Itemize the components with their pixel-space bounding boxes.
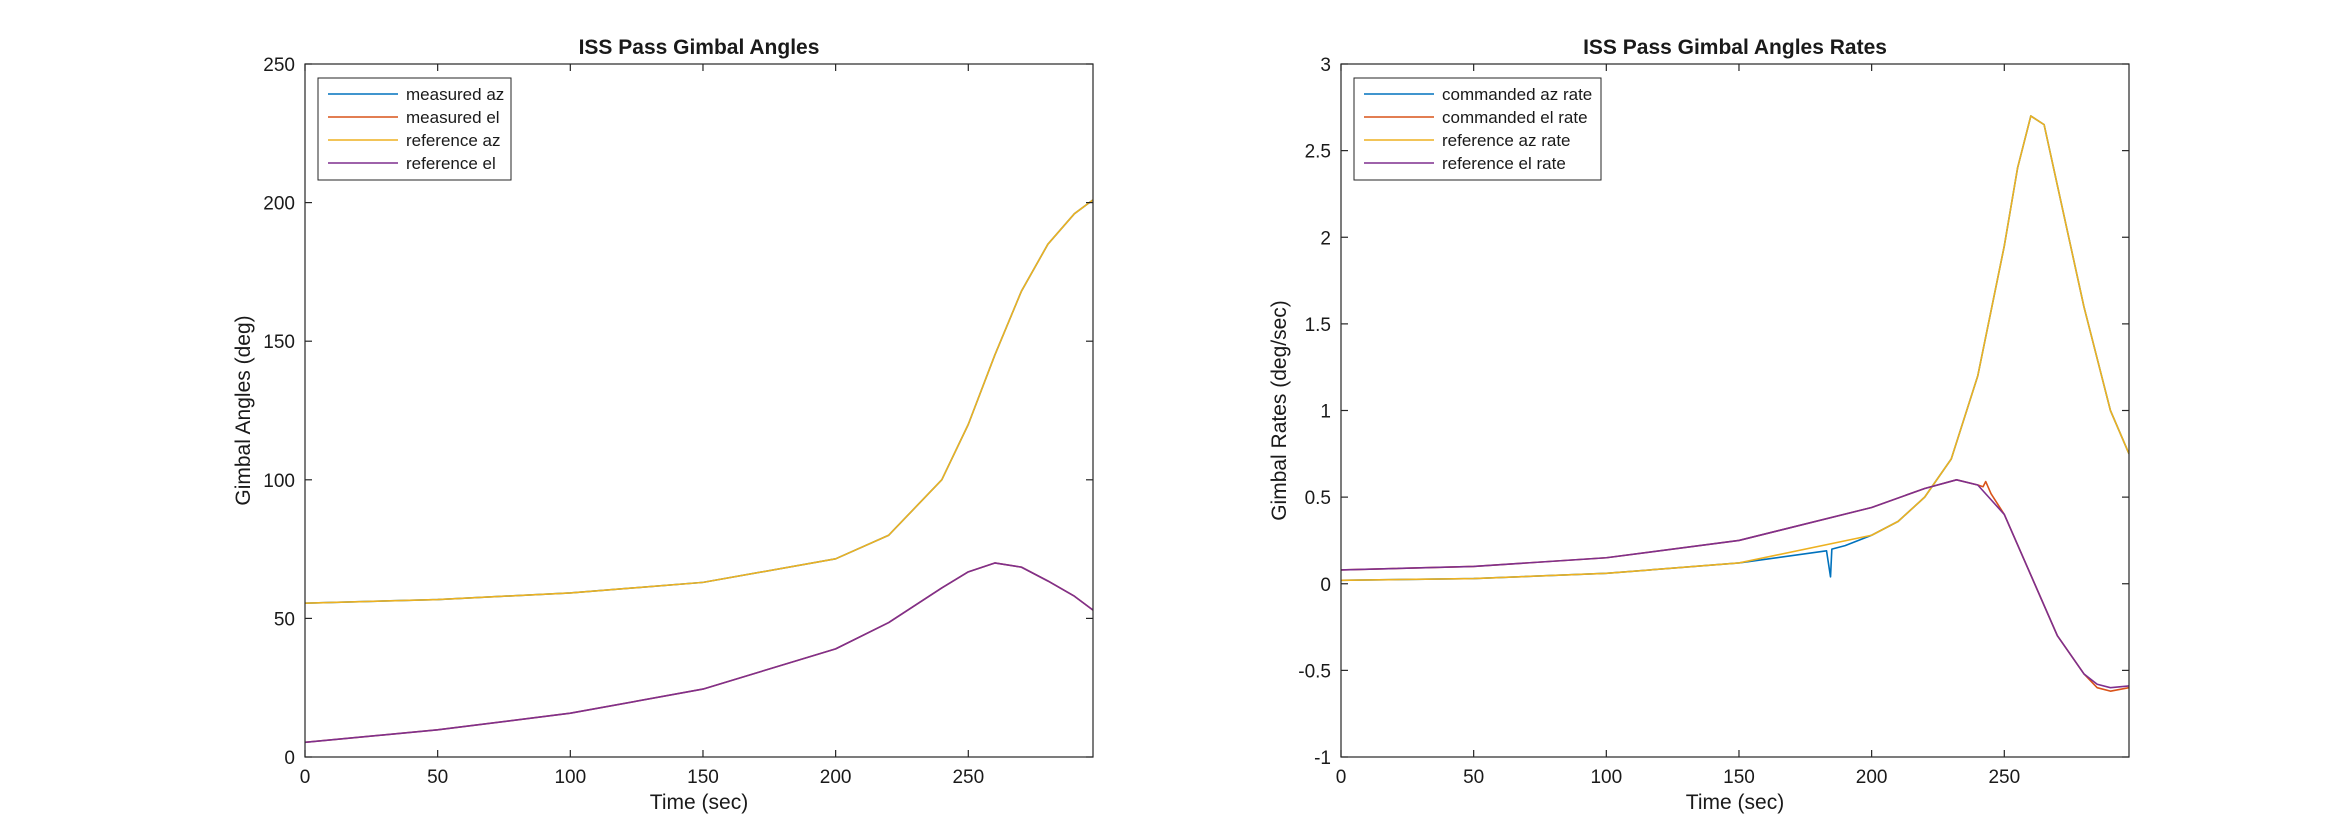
series-line-reference-el: [305, 562, 1093, 744]
y-tick-label: 1.5: [1305, 315, 1331, 336]
y-tick-label: 0: [1320, 575, 1331, 596]
legend-entry-label: reference az rate: [1442, 131, 1571, 150]
legend-entry-label: commanded el rate: [1442, 108, 1588, 127]
x-tick-label: 250: [1988, 767, 2020, 788]
y-tick-label: 150: [263, 332, 295, 353]
x-axis-label: Time (sec): [1686, 791, 1784, 814]
series-line-reference-az: [305, 199, 1093, 604]
x-tick-label: 200: [1856, 767, 1888, 788]
y-tick-label: 200: [263, 194, 295, 215]
legend-entry-label: measured el: [406, 108, 500, 127]
legend-entry-label: measured az: [406, 85, 504, 104]
axes-box: [304, 63, 1094, 758]
chart-1: 0 50 100 150 200 250 0 50 100 150 200 250 ISS Pass G…: [232, 36, 1094, 814]
series-group: [305, 199, 1093, 744]
y-tick-label: -1: [1314, 748, 1331, 769]
x-tick-label: 150: [1723, 767, 1755, 788]
y-tick-label: 1: [1320, 402, 1331, 423]
legend-entry-label: reference el: [406, 154, 496, 173]
x-tick-label: 250: [952, 767, 984, 788]
y-tick-label: 0.5: [1305, 488, 1331, 509]
x-axis-label: Time (sec): [650, 791, 748, 814]
series-line-reference-el-rate: [1341, 479, 2129, 689]
legend: commanded az rate commanded el rate refere…: [1353, 77, 1602, 181]
chart-2: 0 50 100 150 200 250 -1 -0.5 0 0.5 1 1.5 2 2.5 3 ISS Pa…: [1268, 36, 2130, 814]
y-tick-label: 2: [1320, 228, 1331, 249]
series-line-reference-az-rate: [1341, 115, 2129, 582]
series-group: [1341, 115, 2129, 692]
y-axis-label: Gimbal Angles (deg): [232, 315, 255, 505]
legend-entry-label: commanded az rate: [1442, 85, 1592, 104]
legend-entry-label: reference el rate: [1442, 154, 1566, 173]
y-tick-label: 2.5: [1305, 142, 1331, 163]
x-tick-label: 200: [820, 767, 852, 788]
x-tick-label: 150: [687, 767, 719, 788]
y-tick-label: 250: [263, 55, 295, 76]
y-tick-label: 3: [1320, 55, 1331, 76]
x-tick-label: 0: [1336, 767, 1347, 788]
x-tick-label: 100: [1590, 767, 1622, 788]
chart-title: ISS Pass Gimbal Angles: [579, 36, 820, 59]
chart-title: ISS Pass Gimbal Angles Rates: [1583, 36, 1887, 59]
x-tick-label: 100: [554, 767, 586, 788]
y-tick-label: 0: [284, 748, 295, 769]
x-tick-label: 50: [1463, 767, 1484, 788]
y-tick-label: 100: [263, 471, 295, 492]
y-tick-label: 50: [274, 609, 295, 630]
y-axis-label: Gimbal Rates (deg/sec): [1268, 300, 1291, 521]
x-tick-label: 50: [427, 767, 448, 788]
legend: measured az measured el reference az refere…: [317, 77, 512, 181]
y-tick-label: -0.5: [1298, 661, 1331, 682]
x-tick-label: 0: [300, 767, 311, 788]
legend-entry-label: reference az: [406, 131, 501, 150]
